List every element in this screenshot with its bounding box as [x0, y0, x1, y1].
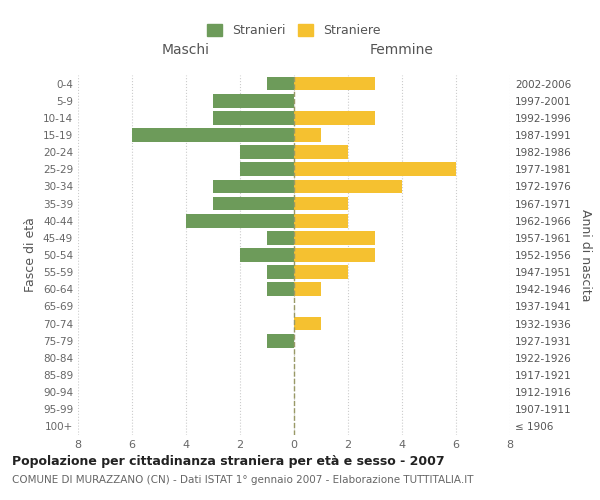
Bar	[294, 180, 402, 194]
Bar	[294, 111, 375, 124]
Bar	[240, 146, 294, 159]
Text: Femmine: Femmine	[370, 44, 434, 58]
Text: Maschi: Maschi	[162, 44, 210, 58]
Bar	[213, 94, 294, 108]
Bar	[294, 76, 375, 90]
Bar	[294, 162, 456, 176]
Bar	[294, 196, 348, 210]
Bar	[294, 316, 321, 330]
Bar	[240, 162, 294, 176]
Bar	[267, 334, 294, 347]
Bar	[294, 214, 348, 228]
Bar	[294, 248, 375, 262]
Bar	[294, 282, 321, 296]
Bar	[240, 248, 294, 262]
Bar	[294, 266, 348, 279]
Text: COMUNE DI MURAZZANO (CN) - Dati ISTAT 1° gennaio 2007 - Elaborazione TUTTITALIA.: COMUNE DI MURAZZANO (CN) - Dati ISTAT 1°…	[12, 475, 473, 485]
Bar	[267, 76, 294, 90]
Bar	[267, 266, 294, 279]
Y-axis label: Fasce di età: Fasce di età	[25, 218, 37, 292]
Bar	[294, 231, 375, 244]
Bar	[186, 214, 294, 228]
Bar	[213, 180, 294, 194]
Bar	[213, 196, 294, 210]
Bar	[294, 128, 321, 142]
Bar	[294, 146, 348, 159]
Bar	[267, 231, 294, 244]
Bar	[213, 111, 294, 124]
Legend: Stranieri, Straniere: Stranieri, Straniere	[207, 24, 381, 38]
Text: Popolazione per cittadinanza straniera per età e sesso - 2007: Popolazione per cittadinanza straniera p…	[12, 455, 445, 468]
Y-axis label: Anni di nascita: Anni di nascita	[578, 209, 592, 301]
Bar	[267, 282, 294, 296]
Bar	[132, 128, 294, 142]
